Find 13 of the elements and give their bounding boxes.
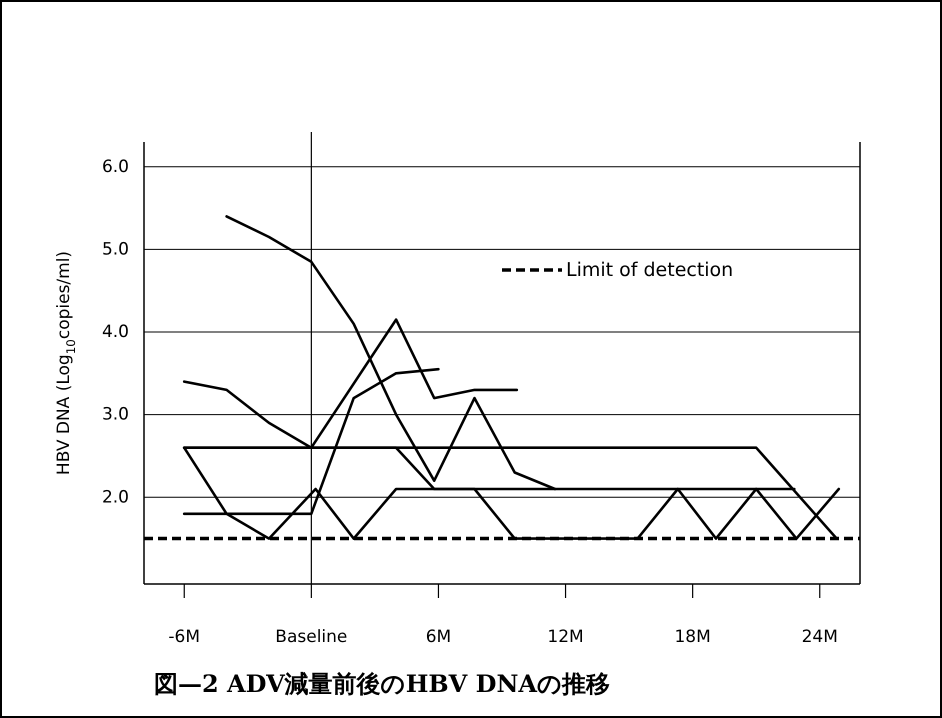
x-tick-label: 24M (802, 627, 838, 647)
x-tick-label: 18M (674, 627, 711, 647)
legend-label: Limit of detection (566, 259, 734, 281)
y-tick-label: 2.0 (102, 487, 129, 508)
x-tick-label: 6M (426, 627, 452, 647)
y-tick-label: 3.0 (102, 404, 129, 425)
x-tick-label: 12M (547, 627, 584, 647)
y-tick-label: 6.0 (102, 156, 129, 177)
y-tick-label: 5.0 (102, 239, 129, 260)
x-tick-label: -6M (168, 627, 200, 647)
x-tick-label: Baseline (275, 627, 348, 647)
y-tick-label: 4.0 (102, 322, 129, 342)
text: 図—2 ADV減量前後のHBV DNAの推移 (154, 669, 610, 698)
